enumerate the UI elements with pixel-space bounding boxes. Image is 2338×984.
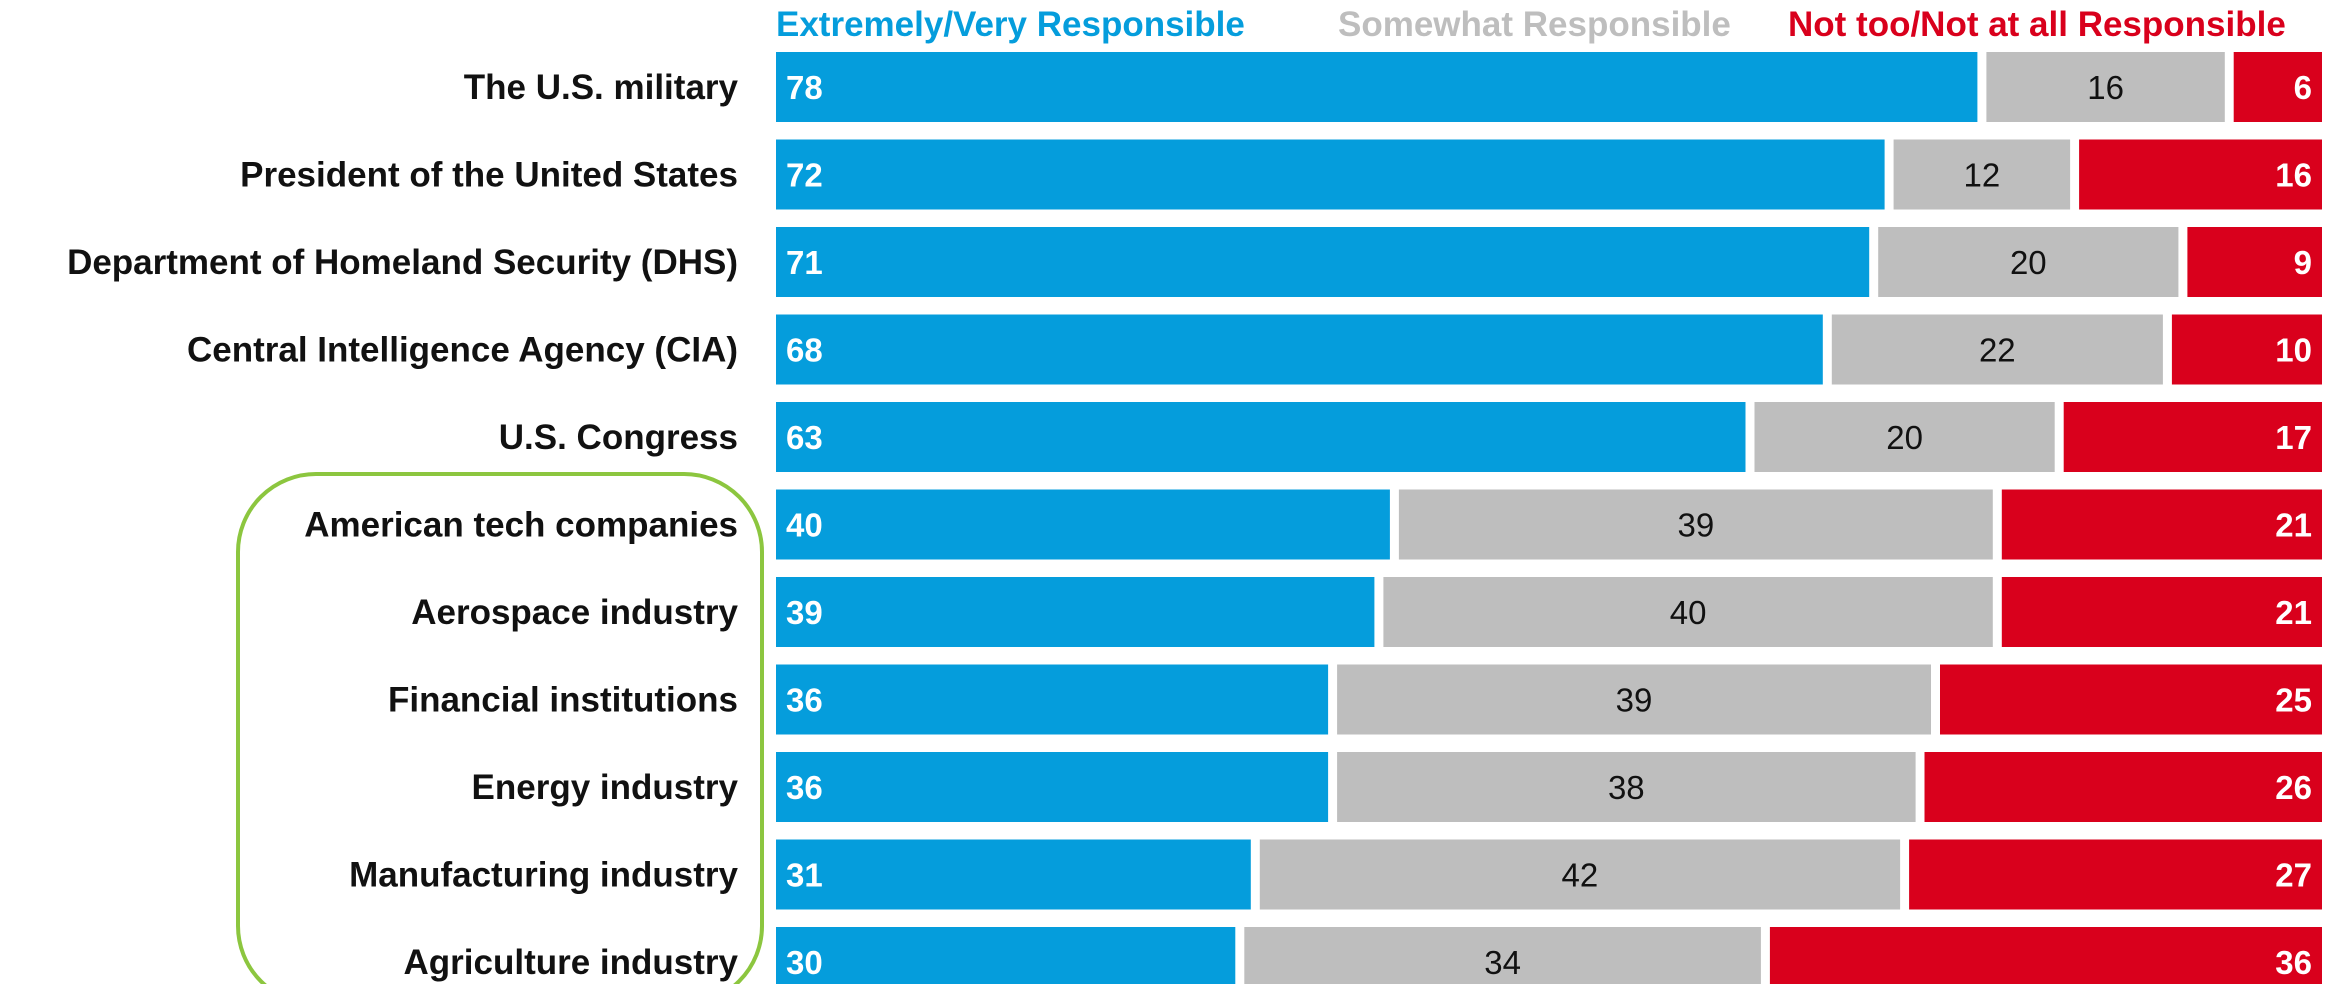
bar-segment-somewhat bbox=[1986, 52, 2225, 122]
category-label: President of the United States bbox=[240, 156, 738, 195]
legend-item-somewhat-responsible: Somewhat Responsible bbox=[1338, 5, 1731, 44]
legend-item-very-responsible: Extremely/Very Responsible bbox=[776, 5, 1245, 44]
bar-segment-somewhat bbox=[1337, 664, 1931, 735]
bar-segment-somewhat bbox=[1831, 314, 2163, 385]
data-label-very: 31 bbox=[786, 857, 823, 894]
bar-segment-not bbox=[2079, 139, 2322, 210]
bar-segment-very bbox=[776, 314, 1823, 385]
bar-segment-very bbox=[776, 489, 1390, 560]
data-label-somewhat: 16 bbox=[2087, 69, 2124, 106]
category-label: Central Intelligence Agency (CIA) bbox=[187, 331, 738, 370]
category-label: Agriculture industry bbox=[404, 943, 739, 982]
data-label-very: 39 bbox=[786, 594, 823, 631]
data-label-somewhat: 39 bbox=[1678, 507, 1715, 544]
data-label-not: 16 bbox=[2275, 157, 2312, 194]
data-label-very: 71 bbox=[786, 244, 823, 281]
bar-segment-not bbox=[1924, 752, 2322, 822]
bars: 78 16 6 72 12 16 71 20 9 68 22 10 63 20 17 40 39 21 39 40 21… bbox=[776, 52, 2322, 984]
data-label-very: 63 bbox=[786, 419, 823, 456]
legend: Extremely/Very Responsible Somewhat Resp… bbox=[776, 5, 2286, 44]
data-label-very: 78 bbox=[786, 69, 823, 106]
bar-segment-not bbox=[2001, 577, 2322, 647]
bar-segment-very bbox=[776, 752, 1329, 822]
data-label-very: 72 bbox=[786, 157, 823, 194]
data-label-very: 36 bbox=[786, 682, 823, 719]
bar-segment-very bbox=[776, 139, 1885, 210]
bar-segment-not bbox=[2187, 227, 2322, 297]
category-label: Aerospace industry bbox=[411, 593, 738, 632]
category-label: American tech companies bbox=[304, 506, 738, 545]
bar-segment-not bbox=[1940, 664, 2322, 735]
bar-segment-somewhat bbox=[1893, 139, 2071, 210]
data-label-somewhat: 42 bbox=[1562, 857, 1599, 894]
data-label-not: 6 bbox=[2294, 69, 2312, 106]
category-labels: The U.S. military President of the United… bbox=[67, 68, 738, 982]
bar-segment-somewhat bbox=[1878, 227, 2179, 297]
bar-segment-not bbox=[2063, 402, 2322, 472]
data-label-not: 26 bbox=[2275, 769, 2312, 806]
bar-segment-somewhat bbox=[1383, 577, 1993, 647]
highlight-frame bbox=[236, 472, 764, 984]
category-label: The U.S. military bbox=[464, 68, 739, 107]
bar-segment-very bbox=[776, 52, 1978, 122]
bar-segment-very bbox=[776, 664, 1329, 735]
category-label: U.S. Congress bbox=[499, 418, 738, 457]
data-label-not: 10 bbox=[2275, 332, 2312, 369]
bar-segment-not bbox=[2233, 52, 2322, 122]
data-label-very: 68 bbox=[786, 332, 823, 369]
bar-segment-not bbox=[1769, 927, 2322, 984]
bar-segment-not bbox=[2001, 489, 2322, 560]
category-label: Manufacturing industry bbox=[349, 856, 738, 895]
category-label: Financial institutions bbox=[388, 681, 738, 720]
bar-segment-somewhat bbox=[1244, 927, 1761, 984]
data-label-somewhat: 12 bbox=[1964, 157, 2001, 194]
bar-segment-very bbox=[776, 227, 1870, 297]
bar-segment-somewhat bbox=[1259, 839, 1901, 910]
data-label-somewhat: 22 bbox=[1979, 332, 2016, 369]
legend-item-not-responsible: Not too/Not at all Responsible bbox=[1788, 5, 2286, 44]
data-label-somewhat: 20 bbox=[2010, 244, 2047, 281]
bar-segment-very bbox=[776, 577, 1375, 647]
data-label-somewhat: 38 bbox=[1608, 769, 1645, 806]
bar-segment-somewhat bbox=[1754, 402, 2055, 472]
bar-segment-somewhat bbox=[1337, 752, 1916, 822]
data-label-not: 25 bbox=[2275, 682, 2312, 719]
category-label: Department of Homeland Security (DHS) bbox=[67, 243, 738, 282]
data-label-very: 36 bbox=[786, 769, 823, 806]
data-label-not: 27 bbox=[2275, 857, 2312, 894]
data-label-somewhat: 39 bbox=[1616, 682, 1653, 719]
data-label-very: 40 bbox=[786, 507, 823, 544]
data-label-somewhat: 40 bbox=[1670, 594, 1707, 631]
data-label-very: 30 bbox=[786, 944, 823, 981]
bar-segment-not bbox=[1909, 839, 2322, 910]
bar-segment-very bbox=[776, 402, 1746, 472]
bar-segment-somewhat bbox=[1398, 489, 1993, 560]
data-label-not: 9 bbox=[2294, 244, 2312, 281]
bar-segment-very bbox=[776, 927, 1236, 984]
bar-segment-very bbox=[776, 839, 1251, 910]
data-label-not: 36 bbox=[2275, 944, 2312, 981]
data-label-not: 17 bbox=[2275, 419, 2312, 456]
bar-segment-not bbox=[2171, 314, 2322, 385]
category-label: Energy industry bbox=[472, 768, 739, 807]
data-label-somewhat: 34 bbox=[1484, 944, 1521, 981]
data-label-not: 21 bbox=[2275, 594, 2312, 631]
data-label-somewhat: 20 bbox=[1886, 419, 1923, 456]
data-label-not: 21 bbox=[2275, 507, 2312, 544]
